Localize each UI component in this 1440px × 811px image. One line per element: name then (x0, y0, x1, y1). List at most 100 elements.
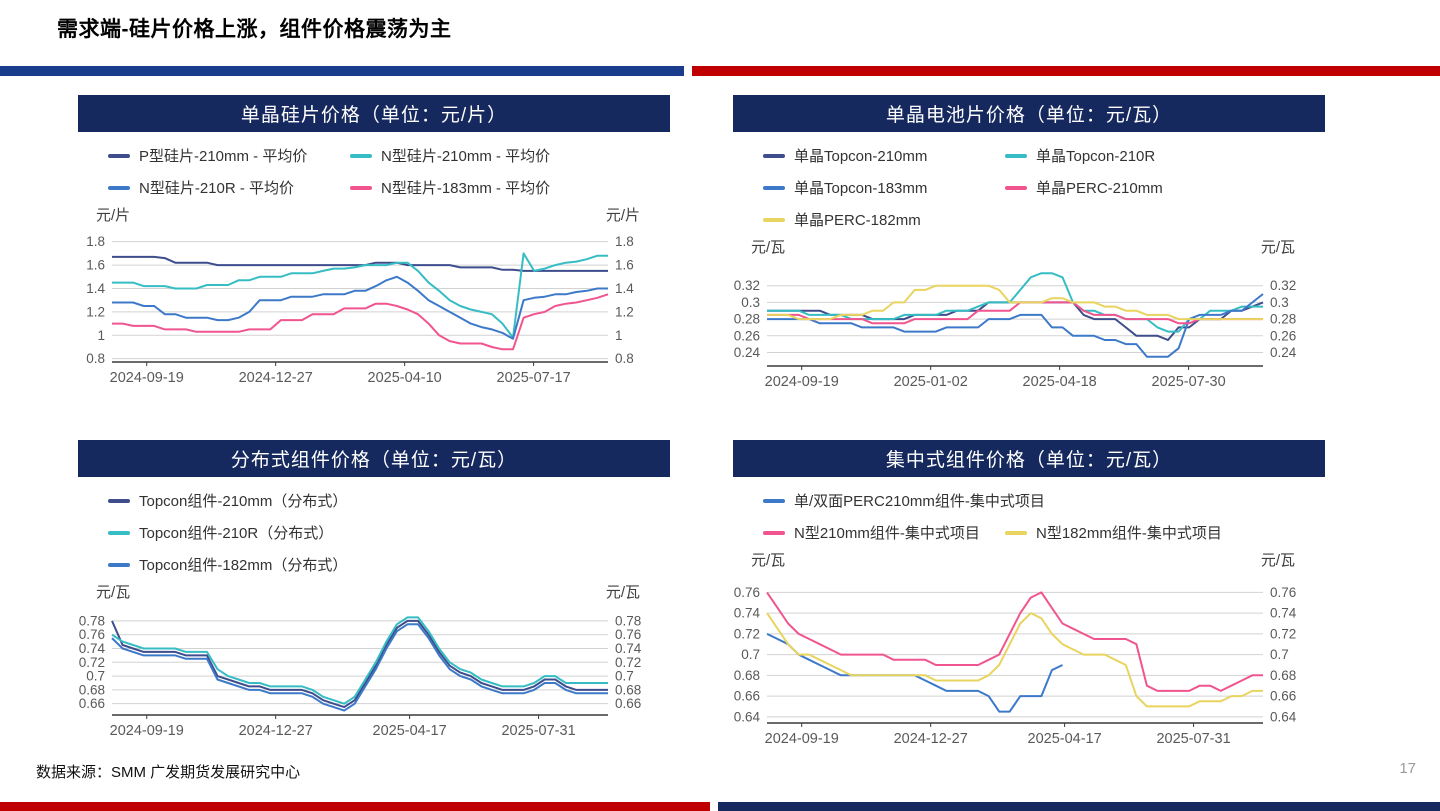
chart-title-bar: 集中式组件价格（单位：元/瓦） (733, 440, 1325, 477)
svg-text:2025-04-18: 2025-04-18 (1023, 374, 1097, 390)
legend-row: 单晶Topcon-183mm 单晶PERC-210mm (763, 177, 1325, 198)
legend-swatch-blue-icon (108, 562, 130, 567)
svg-text:0.66: 0.66 (734, 689, 760, 704)
chart-legend: P型硅片-210mm - 平均价 N型硅片-210mm - 平均价 N型硅片-210… (108, 145, 670, 198)
svg-text:1: 1 (97, 328, 105, 343)
legend-swatch-yellow-icon (763, 217, 785, 222)
legend-swatch-pink-icon (763, 530, 785, 535)
line-chart-centralized-module-price: 0.64 0.64 0.66 0.66 0.68 0.68 0.7 0.7 0.72 0.72 0.… (734, 585, 1297, 747)
svg-text:0.76: 0.76 (79, 627, 105, 642)
svg-text:2025-07-30: 2025-07-30 (1152, 374, 1226, 390)
chart-legend: 单晶Topcon-210mm 单晶Topcon-210R 单晶Topcon-183m… (763, 145, 1325, 230)
svg-text:0.72: 0.72 (734, 626, 760, 641)
axis-units-row: 元/瓦 元/瓦 (733, 232, 1325, 257)
chart-title-bar: 分布式组件价格（单位：元/瓦） (78, 440, 670, 477)
svg-text:2024-12-27: 2024-12-27 (239, 370, 313, 386)
legend-row: Topcon组件-210R（分布式） (108, 522, 670, 543)
legend-swatch-navy-icon (108, 498, 130, 503)
page-number: 17 (1399, 760, 1416, 777)
legend-swatch-blue-icon (763, 498, 785, 503)
legend-swatch-teal-icon (108, 530, 130, 535)
legend-label: Topcon组件-210mm（分布式） (139, 493, 348, 510)
legend-label: Topcon组件-210R（分布式） (139, 525, 334, 542)
svg-text:2024-09-19: 2024-09-19 (110, 370, 184, 386)
svg-text:0.72: 0.72 (1270, 626, 1296, 641)
svg-text:0.74: 0.74 (79, 641, 106, 656)
svg-text:0.7: 0.7 (86, 669, 105, 684)
svg-text:0.64: 0.64 (734, 709, 761, 724)
svg-text:0.66: 0.66 (615, 696, 641, 711)
axis-units-row: 元/瓦 元/瓦 (733, 545, 1325, 570)
svg-text:0.7: 0.7 (615, 669, 634, 684)
legend-label: P型硅片-210mm - 平均价 (139, 148, 308, 165)
legend-item: 单晶PERC-182mm (763, 209, 1005, 230)
legend-swatch-navy-icon (763, 153, 785, 158)
legend-swatch-navy-icon (108, 153, 130, 158)
legend-item: N型硅片-210mm - 平均价 (350, 145, 592, 166)
svg-text:0.26: 0.26 (1270, 328, 1296, 343)
svg-text:0.66: 0.66 (79, 696, 105, 711)
svg-text:0.3: 0.3 (741, 295, 760, 310)
legend-row: Topcon组件-182mm（分布式） (108, 554, 670, 575)
svg-text:1.4: 1.4 (86, 281, 105, 296)
svg-text:2025-07-31: 2025-07-31 (1156, 731, 1230, 747)
svg-text:2024-12-27: 2024-12-27 (239, 723, 313, 739)
line-chart-distributed-module-price: 0.66 0.660.68 0.680.7 0.70.72 0.720.74 0.740.… (79, 613, 642, 739)
top-divider-blue-segment (0, 66, 684, 76)
legend-item: 单晶Topcon-210mm (763, 145, 1005, 166)
svg-text:0.78: 0.78 (615, 613, 641, 628)
legend-row: N型硅片-210R - 平均价 N型硅片-183mm - 平均价 (108, 177, 670, 198)
svg-text:0.64: 0.64 (1270, 709, 1297, 724)
svg-text:0.7: 0.7 (741, 647, 760, 662)
legend-label: 单/双面PERC210mm组件-集中式项目 (794, 493, 1045, 510)
legend-item: P型硅片-210mm - 平均价 (108, 145, 350, 166)
legend-item: N型硅片-183mm - 平均价 (350, 177, 592, 198)
chart-title: 分布式组件价格（单位：元/瓦） (230, 450, 518, 471)
legend-row: 单晶Topcon-210mm 单晶Topcon-210R (763, 145, 1325, 166)
svg-text:0.24: 0.24 (1270, 345, 1297, 360)
svg-text:2024-09-19: 2024-09-19 (765, 374, 839, 390)
top-divider-red-segment (692, 66, 1440, 76)
legend-label: 单晶Topcon-210mm (794, 148, 928, 165)
svg-text:2025-04-10: 2025-04-10 (368, 370, 442, 386)
svg-text:0.68: 0.68 (79, 682, 105, 697)
svg-text:0.24: 0.24 (734, 345, 761, 360)
svg-text:1.8: 1.8 (86, 234, 105, 249)
svg-text:0.68: 0.68 (1270, 668, 1296, 683)
svg-text:0.8: 0.8 (86, 351, 105, 366)
legend-swatch-blue-icon (763, 185, 785, 190)
bottom-divider-red-segment (0, 802, 710, 811)
svg-text:2024-09-19: 2024-09-19 (110, 723, 184, 739)
chart-panel-distributed-module-price: 分布式组件价格（单位：元/瓦） Topcon组件-210mm（分布式） Topco… (78, 440, 670, 742)
legend-label: 单晶Topcon-210R (1036, 148, 1156, 165)
svg-text:0.68: 0.68 (734, 668, 760, 683)
y-axis-unit-right: 元/瓦 (1260, 552, 1295, 569)
bottom-divider-blue-segment (718, 802, 1440, 811)
svg-text:1.6: 1.6 (86, 258, 105, 273)
legend-row: Topcon组件-210mm（分布式） (108, 490, 670, 511)
svg-text:0.74: 0.74 (615, 641, 642, 656)
svg-text:2024-12-27: 2024-12-27 (894, 731, 968, 747)
bottom-divider (0, 802, 1440, 811)
legend-row: 单/双面PERC210mm组件-集中式项目 (763, 490, 1325, 511)
svg-text:0.68: 0.68 (615, 682, 641, 697)
chart-title: 单晶电池片价格（单位：元/瓦） (885, 105, 1173, 126)
svg-text:1.8: 1.8 (615, 234, 634, 249)
legend-item: N型210mm组件-集中式项目 (763, 522, 1005, 543)
chart-panel-cell-price: 单晶电池片价格（单位：元/瓦） 单晶Topcon-210mm 单晶Topcon-2… (733, 95, 1325, 393)
line-chart-cell-price: 0.24 0.240.26 0.260.28 0.280.3 0.30.32 0.3220… (734, 272, 1297, 390)
y-axis-unit-left: 元/瓦 (751, 552, 786, 569)
legend-label: N型硅片-210mm - 平均价 (381, 148, 551, 165)
svg-text:1: 1 (615, 328, 623, 343)
legend-item: 单晶PERC-210mm (1005, 177, 1247, 198)
svg-text:2025-07-17: 2025-07-17 (497, 370, 571, 386)
svg-text:2024-09-19: 2024-09-19 (765, 731, 839, 747)
svg-text:0.72: 0.72 (79, 655, 105, 670)
axis-units-row: 元/片 元/片 (78, 200, 670, 225)
legend-row: P型硅片-210mm - 平均价 N型硅片-210mm - 平均价 (108, 145, 670, 166)
legend-item: 单/双面PERC210mm组件-集中式项目 (763, 490, 1053, 511)
legend-item: Topcon组件-182mm（分布式） (108, 554, 355, 575)
chart-title-bar: 单晶硅片价格（单位：元/片） (78, 95, 670, 132)
svg-text:0.28: 0.28 (1270, 312, 1296, 327)
svg-text:0.32: 0.32 (734, 278, 760, 293)
